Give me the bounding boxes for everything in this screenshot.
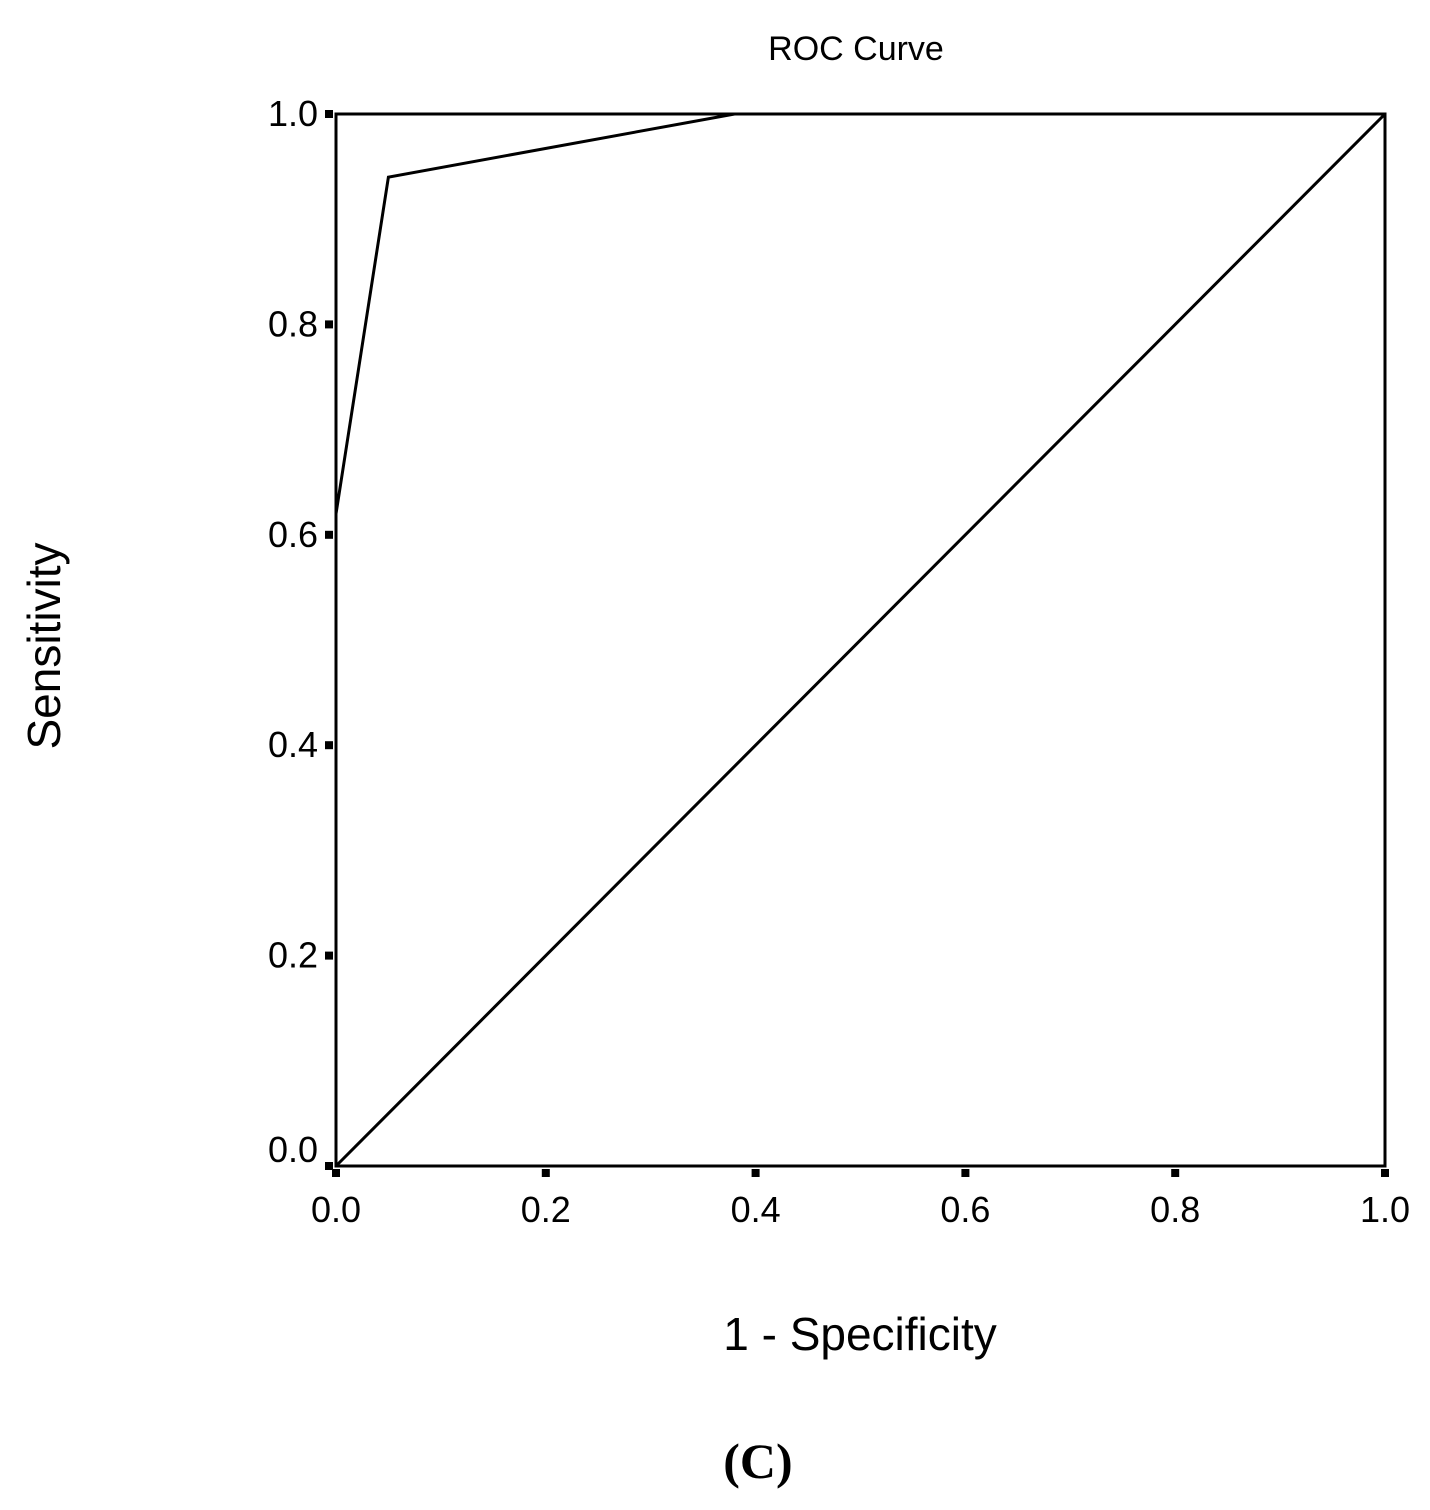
y-tick-mark bbox=[325, 1162, 333, 1170]
x-tick-mark bbox=[332, 1169, 340, 1177]
y-tick-label: 0.6 bbox=[268, 514, 318, 555]
y-tick-mark bbox=[325, 741, 333, 750]
y-axis-label: Sensitivity bbox=[18, 542, 70, 749]
panel-label: (C) bbox=[723, 1433, 792, 1489]
x-tick-label: 0.6 bbox=[940, 1189, 990, 1230]
x-tick-label: 0.4 bbox=[731, 1189, 781, 1230]
x-tick-label: 0.8 bbox=[1150, 1189, 1200, 1230]
x-tick-mark bbox=[1381, 1169, 1389, 1177]
x-axis-label: 1 - Specificity bbox=[723, 1308, 997, 1360]
y-tick-mark bbox=[325, 951, 333, 960]
y-tick-label: 0.8 bbox=[268, 303, 318, 344]
tick-marks bbox=[325, 110, 1389, 1177]
reference-diagonal-line bbox=[334, 112, 1387, 1168]
chart-title: ROC Curve bbox=[768, 30, 944, 68]
x-tick-mark bbox=[751, 1169, 760, 1177]
y-tick-label: 1.0 bbox=[268, 93, 318, 134]
tick-labels: 0.0 0.2 0.4 0.6 0.8 1.0 0.0 0.2 0.4 0.6 0.8 1.0 bbox=[268, 93, 1410, 1230]
y-tick-mark bbox=[325, 320, 333, 329]
y-tick-label: 0.2 bbox=[268, 935, 318, 976]
x-tick-mark bbox=[961, 1169, 970, 1177]
x-tick-label: 1.0 bbox=[1360, 1189, 1410, 1230]
roc-curve-line bbox=[334, 112, 1385, 1166]
x-tick-mark bbox=[541, 1169, 550, 1177]
x-tick-mark bbox=[1171, 1169, 1180, 1177]
y-tick-mark bbox=[325, 530, 333, 539]
y-tick-mark bbox=[325, 110, 333, 118]
series-layer bbox=[334, 112, 1387, 1168]
y-tick-label: 0.0 bbox=[268, 1129, 318, 1170]
y-tick-label: 0.4 bbox=[268, 724, 318, 765]
x-tick-label: 0.0 bbox=[311, 1189, 361, 1230]
x-tick-label: 0.2 bbox=[521, 1189, 571, 1230]
